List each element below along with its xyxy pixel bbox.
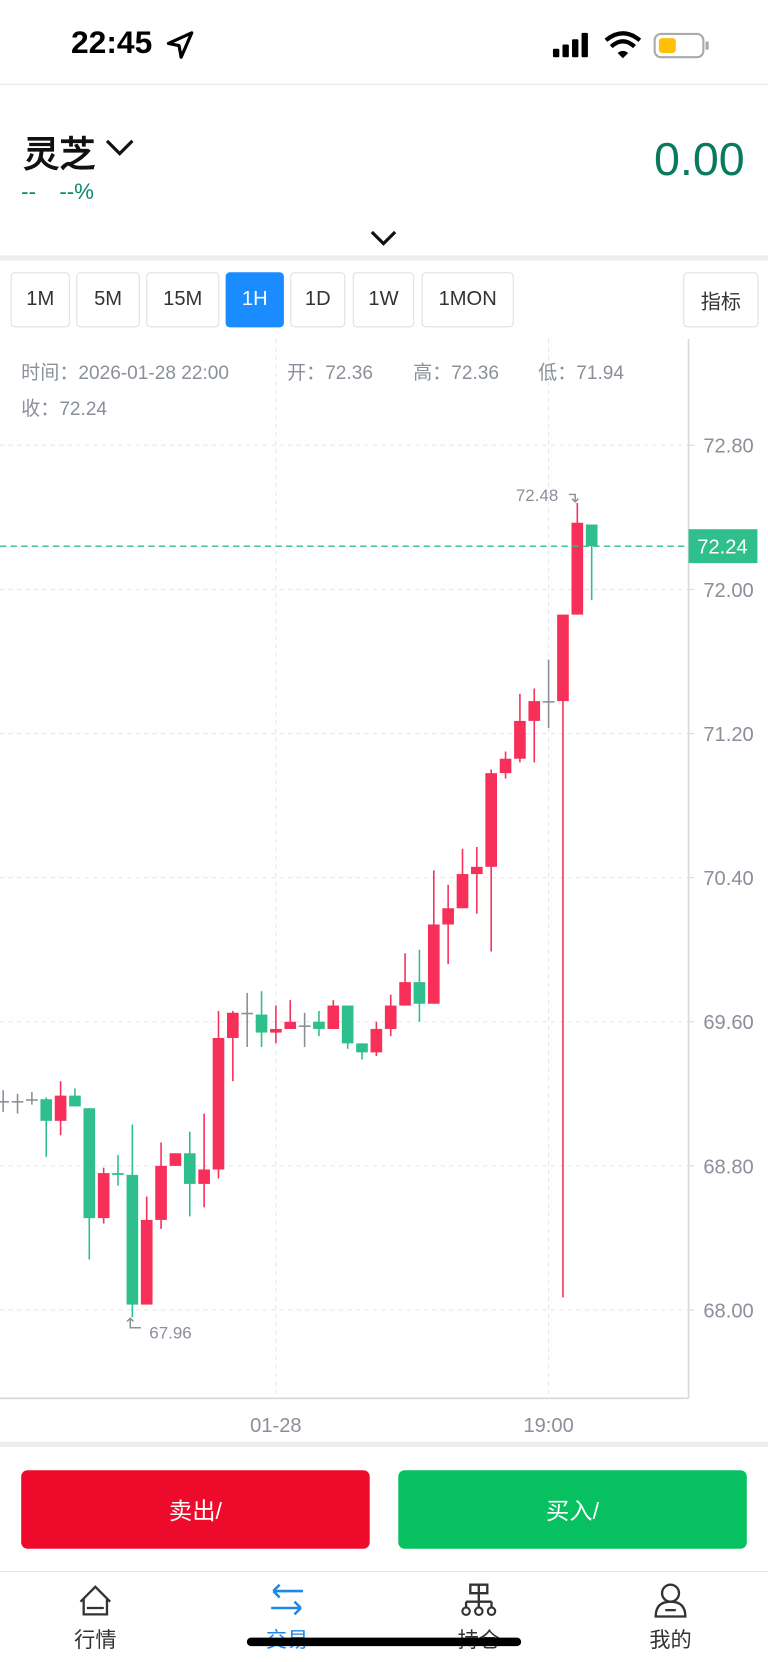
interval-tab[interactable]: 1M xyxy=(10,272,70,328)
dropdown-icon[interactable] xyxy=(104,136,136,159)
candle-body xyxy=(456,874,469,909)
candle-body xyxy=(183,1153,196,1184)
last-price-badge xyxy=(688,529,758,564)
x-tick-label: 01-28 xyxy=(250,1415,301,1437)
annotation-label: 67.96 xyxy=(149,1323,191,1342)
x-tick-label: 19:00 xyxy=(523,1415,573,1437)
candle-body xyxy=(341,1005,354,1044)
interval-tab[interactable]: 1W xyxy=(352,272,415,328)
candle-body xyxy=(399,982,411,1006)
home-indicator xyxy=(246,1637,522,1647)
candle-body xyxy=(83,1108,96,1219)
y-tick-label: 72.80 xyxy=(703,436,753,458)
interval-tab[interactable]: 1MON xyxy=(421,272,514,328)
nav-market[interactable]: 行情 xyxy=(74,1629,117,1653)
candle-body xyxy=(413,982,426,1004)
candle-body xyxy=(542,701,555,703)
change-pct: --% xyxy=(59,180,94,205)
expand-icon[interactable] xyxy=(369,227,399,248)
candle-body xyxy=(356,1043,368,1053)
divider xyxy=(0,1441,768,1448)
candle-body xyxy=(69,1095,81,1107)
sell-button[interactable]: 卖出/ xyxy=(21,1470,370,1549)
y-tick-label: 69.60 xyxy=(703,1012,753,1034)
candle-body xyxy=(427,924,440,1004)
y-tick-label: 70.40 xyxy=(703,868,753,890)
interval-tab[interactable]: 5M xyxy=(76,272,140,328)
candle-body xyxy=(270,1028,282,1033)
interval-tab[interactable]: 15M xyxy=(146,272,220,328)
candle-body xyxy=(212,1037,225,1170)
change: -- xyxy=(21,180,37,205)
divider xyxy=(0,255,768,261)
nav-icons xyxy=(79,1583,687,1618)
candle-body xyxy=(298,1025,311,1027)
candle-body xyxy=(485,773,498,867)
info-close: 收：72.24 xyxy=(21,398,108,420)
interval-tab[interactable]: 1D xyxy=(290,272,346,328)
divider xyxy=(0,1570,768,1573)
annotation-arrow xyxy=(568,493,579,503)
candle-body xyxy=(11,1101,24,1103)
candle-body xyxy=(255,1014,268,1033)
y-tick-label: 72.00 xyxy=(703,580,753,602)
candle-body xyxy=(155,1165,167,1220)
candle-body xyxy=(557,614,569,702)
nav-mine[interactable]: 我的 xyxy=(649,1629,692,1653)
candle-body xyxy=(26,1099,38,1101)
candle-body xyxy=(384,1005,397,1029)
candle-body xyxy=(140,1219,153,1305)
price: 0.00 xyxy=(653,133,745,186)
location-icon xyxy=(166,31,194,59)
candle-body xyxy=(327,1005,340,1029)
candle-body xyxy=(528,701,541,721)
candle-body xyxy=(112,1173,124,1175)
info-high: 高：72.36 xyxy=(413,362,499,384)
candle-body xyxy=(169,1153,182,1166)
info-low: 低：71.94 xyxy=(538,362,624,384)
y-tick-label: 71.20 xyxy=(703,724,753,746)
candle-body xyxy=(227,1012,239,1038)
annotation-arrow xyxy=(126,1317,141,1329)
candle-body xyxy=(0,1101,10,1103)
divider xyxy=(0,83,768,85)
status-icons xyxy=(552,31,709,59)
candle-body xyxy=(370,1028,383,1053)
info-time: 时间：2026-01-28 22:00 xyxy=(21,362,229,384)
candle-body xyxy=(313,1021,325,1029)
y-tick-label: 68.00 xyxy=(703,1300,753,1322)
candle-body xyxy=(442,908,454,925)
candle-body xyxy=(284,1021,297,1029)
candle-body xyxy=(126,1174,139,1305)
stock-name[interactable]: 灵芝 xyxy=(23,134,96,175)
candle-body xyxy=(198,1169,210,1184)
candle-body xyxy=(54,1095,67,1121)
last-price-label: 72.24 xyxy=(697,537,747,559)
candle-body xyxy=(571,522,584,615)
indicator-button[interactable]: 指标 xyxy=(683,272,759,328)
candle-body xyxy=(585,524,598,547)
candle-body xyxy=(514,720,526,759)
buy-button[interactable]: 买入/ xyxy=(398,1470,747,1549)
candle-body xyxy=(471,866,483,875)
y-tick-label: 68.80 xyxy=(703,1156,753,1178)
candle-body xyxy=(499,758,512,774)
candle-body xyxy=(40,1099,53,1121)
candle-body xyxy=(97,1173,110,1219)
info-open: 开：72.36 xyxy=(287,362,373,384)
status-time: 22:45 xyxy=(70,25,153,61)
interval-tab[interactable]: 1H xyxy=(225,272,284,328)
annotation-label: 72.48 xyxy=(516,486,558,505)
candle-body xyxy=(241,1012,254,1015)
